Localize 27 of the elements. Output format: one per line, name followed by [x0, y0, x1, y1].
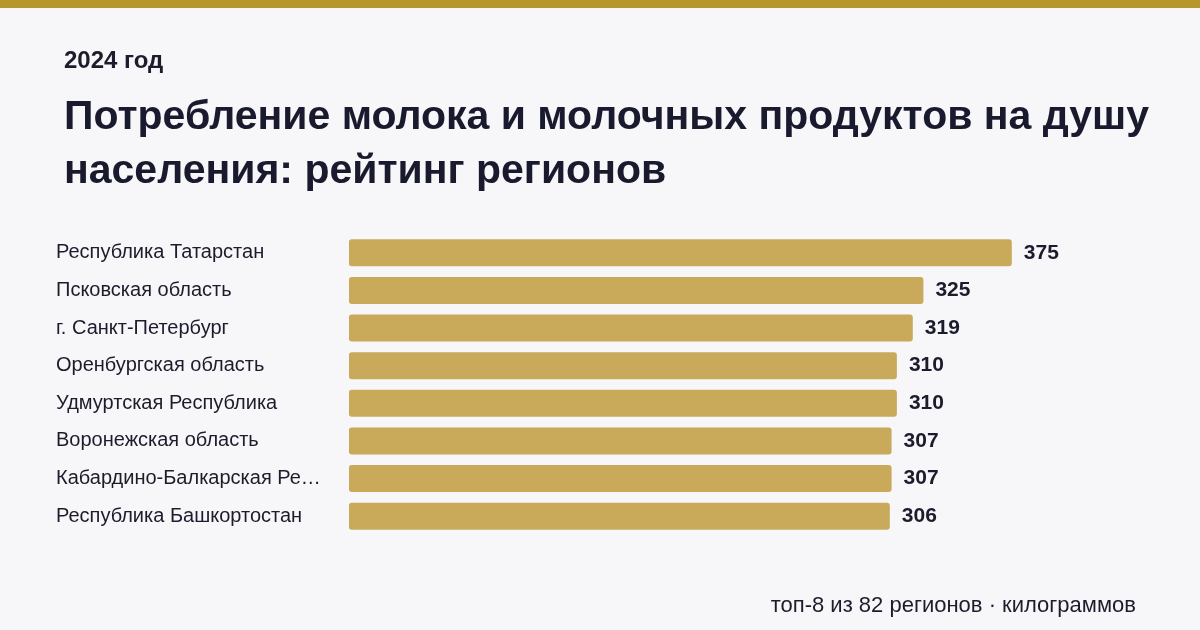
bar — [348, 389, 897, 417]
bar — [348, 352, 897, 380]
data-label: 306 — [901, 502, 937, 526]
bar — [348, 314, 913, 342]
bar — [348, 465, 892, 493]
y-tick-label: Воронежская область — [56, 428, 259, 451]
y-tick-label: г. Санкт-Петербург — [56, 315, 229, 338]
y-tick-label: Кабардино-Балкарская Ре… — [56, 466, 321, 489]
bar — [348, 427, 892, 455]
y-tick-label: Оренбургская область — [56, 353, 265, 376]
text: топ-8 из 82 регионов · килограммов — [770, 592, 1136, 618]
bar — [348, 276, 924, 304]
data-label: 375 — [1023, 239, 1060, 263]
y-tick-label: Псковская область — [56, 277, 232, 300]
data-label: 325 — [935, 277, 971, 301]
data-label: 319 — [924, 314, 960, 338]
data-label: 310 — [908, 390, 944, 414]
data-label: 310 — [908, 352, 944, 376]
text: 2024 год — [64, 46, 164, 74]
chart-title: Потребление молока и молочных продуктов на душу населения: рейтинг регионов — [64, 91, 1151, 194]
data-label: 307 — [903, 427, 939, 451]
bar — [348, 239, 1012, 267]
data-label: 307 — [903, 465, 939, 489]
y-tick-label: Удмуртская Республика — [56, 390, 279, 413]
y-tick-label: Республика Татарстан — [56, 240, 265, 263]
bar — [348, 502, 890, 530]
y-tick-label: Республика Башкортостан — [56, 503, 303, 526]
